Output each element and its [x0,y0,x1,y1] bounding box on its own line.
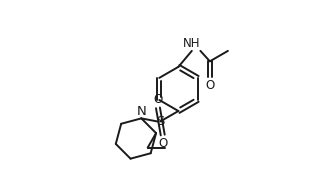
Text: NH: NH [183,37,201,50]
Text: N: N [136,105,146,118]
Text: S: S [156,115,164,128]
Text: O: O [153,93,163,106]
Text: O: O [158,137,167,150]
Text: O: O [205,79,214,92]
